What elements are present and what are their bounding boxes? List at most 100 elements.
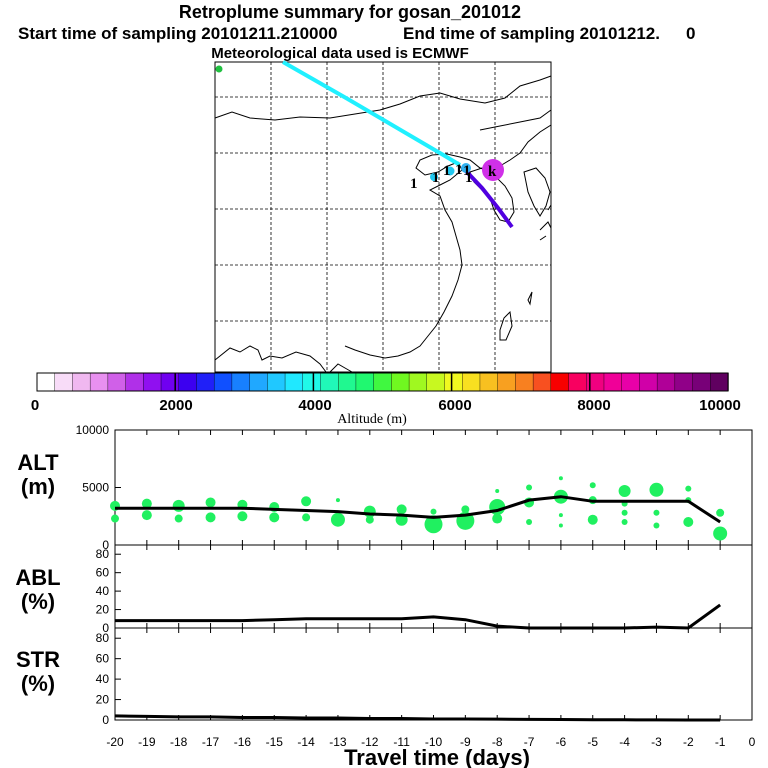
cluster-point bbox=[621, 509, 628, 516]
colorbar-swatch bbox=[479, 372, 499, 392]
x-tick-label: -6 bbox=[556, 735, 567, 749]
trajectory-cyan bbox=[282, 60, 462, 167]
x-tick-label: -20 bbox=[106, 735, 124, 749]
x-tick-label: -9 bbox=[460, 735, 471, 749]
panel-alt: ALT(m) 10000 5000 0 bbox=[17, 423, 753, 552]
cluster-label-5: 1 bbox=[463, 163, 471, 179]
colorbar-swatch bbox=[550, 372, 570, 392]
colorbar-swatch bbox=[586, 372, 605, 392]
x-tick-label: 0 bbox=[749, 735, 756, 749]
x-tick-label: -11 bbox=[393, 735, 410, 749]
colorbar-swatch bbox=[444, 372, 463, 392]
cluster-point bbox=[495, 488, 500, 493]
cluster-point bbox=[302, 513, 311, 522]
cluster-point bbox=[716, 508, 725, 517]
x-tick-label: -3 bbox=[651, 735, 662, 749]
x-tick-label: -7 bbox=[524, 735, 535, 749]
panel-ylabel: STR bbox=[16, 647, 60, 672]
x-tick-label: -15 bbox=[266, 735, 284, 749]
release-site-marker bbox=[482, 159, 504, 181]
x-tick-label: -17 bbox=[202, 735, 220, 749]
travel-time-axis: -20 -19 -18 -17 -16 -15 -14 -13 -12 -11 -10 -9 -8 -7-… bbox=[106, 735, 755, 749]
end-time-suffix: 0 bbox=[685, 24, 696, 43]
cluster-point bbox=[141, 498, 152, 509]
end-time-text: End time of sampling 20101212. bbox=[403, 24, 660, 43]
colorbar-swatch bbox=[72, 372, 91, 392]
colorbar-swatch bbox=[603, 372, 623, 392]
cluster-point bbox=[621, 519, 628, 525]
colorbar-swatch bbox=[656, 372, 676, 392]
x-tick-label: -5 bbox=[587, 735, 598, 749]
colorbar-swatch bbox=[568, 372, 587, 392]
cluster-label-4: 1 bbox=[455, 162, 463, 178]
cluster-point bbox=[683, 517, 694, 527]
cluster-label-6: 1 bbox=[465, 170, 473, 186]
cluster-label-3: 1 bbox=[443, 163, 451, 179]
panel-y-tick-label: 80 bbox=[96, 547, 110, 561]
panel-y-tick-label: 80 bbox=[96, 631, 110, 645]
cluster-point bbox=[713, 526, 728, 541]
x-tick-label: -4 bbox=[619, 735, 630, 749]
x-tick-label: -18 bbox=[170, 735, 188, 749]
colorbar-swatch bbox=[462, 372, 481, 392]
panel-ylabel: ALT bbox=[17, 450, 59, 475]
colorbar-swatch bbox=[515, 372, 534, 392]
colorbar-swatch bbox=[391, 372, 410, 392]
cluster-point bbox=[424, 515, 443, 534]
x-tick-label: -12 bbox=[361, 735, 379, 749]
colorbar-tick-label: 6000 bbox=[438, 397, 471, 414]
colorbar-tick-label: 2000 bbox=[159, 397, 192, 414]
colorbar-swatch bbox=[89, 372, 109, 392]
colorbar-swatch bbox=[107, 372, 127, 392]
cluster-label-2: 1 bbox=[432, 170, 440, 186]
colorbar-tick-label: 8000 bbox=[577, 397, 610, 414]
panel-y-tick-label: 20 bbox=[96, 693, 110, 707]
cluster-point bbox=[649, 482, 664, 497]
colorbar-swatch bbox=[160, 372, 180, 392]
chart-title: Retroplume summary for gosan_201012 bbox=[178, 2, 522, 22]
colorbar-swatch bbox=[621, 372, 641, 392]
trajectory-start-marker bbox=[215, 65, 223, 73]
colorbar-frame bbox=[36, 372, 729, 392]
colorbar-swatch bbox=[143, 372, 162, 392]
colorbar-swatch bbox=[338, 372, 357, 392]
panel-y-tick-label: 40 bbox=[96, 584, 110, 598]
cluster-point bbox=[685, 485, 692, 492]
panel-y-tick-label: 0 bbox=[102, 538, 109, 552]
cluster-point bbox=[653, 509, 660, 516]
cluster-point bbox=[589, 482, 596, 489]
colorbar-tick-label: 0 bbox=[31, 397, 39, 414]
colorbar-swatch bbox=[178, 372, 198, 392]
panel-ylabel-unit: (m) bbox=[21, 474, 55, 499]
cluster-point bbox=[237, 511, 248, 522]
colorbar-tick-label: 4000 bbox=[298, 397, 331, 414]
colorbar-swatch bbox=[302, 372, 322, 392]
colorbar-swatch bbox=[355, 372, 375, 392]
mean-altitude-line bbox=[115, 495, 721, 524]
colorbar-swatch bbox=[674, 372, 694, 392]
series-line-str bbox=[114, 714, 721, 722]
cluster-point bbox=[653, 522, 660, 529]
panel-str: STR(%) 80 60 40 20 0 bbox=[16, 627, 753, 727]
panel-y-tick-label: 60 bbox=[96, 566, 110, 580]
cluster-point bbox=[269, 512, 280, 523]
panel-y-tick-label: 5000 bbox=[82, 481, 109, 495]
panel-y-tick-label: 40 bbox=[96, 672, 110, 686]
x-tick-label: -16 bbox=[234, 735, 252, 749]
cluster-point bbox=[141, 510, 152, 521]
altitude-colorbar: 0 2000 4000 6000 8000 10000 bbox=[31, 372, 741, 414]
colorbar-swatch bbox=[231, 372, 251, 392]
colorbar-swatch bbox=[408, 372, 428, 392]
cluster-point bbox=[335, 498, 340, 503]
panel-y-tick-label: 0 bbox=[102, 713, 109, 727]
colorbar-swatch bbox=[373, 372, 393, 392]
colorbar-swatch bbox=[267, 372, 286, 392]
time-series-panels: ALT(m)1000050000ABL(%)806040200STR(%)806… bbox=[15, 423, 753, 727]
x-axis-label: Travel time (days) bbox=[344, 745, 530, 768]
colorbar-swatch bbox=[125, 372, 145, 392]
cluster-point bbox=[461, 505, 470, 514]
release-label: k bbox=[488, 164, 497, 180]
map-gridlines bbox=[215, 62, 551, 372]
x-tick-label: -13 bbox=[329, 735, 347, 749]
